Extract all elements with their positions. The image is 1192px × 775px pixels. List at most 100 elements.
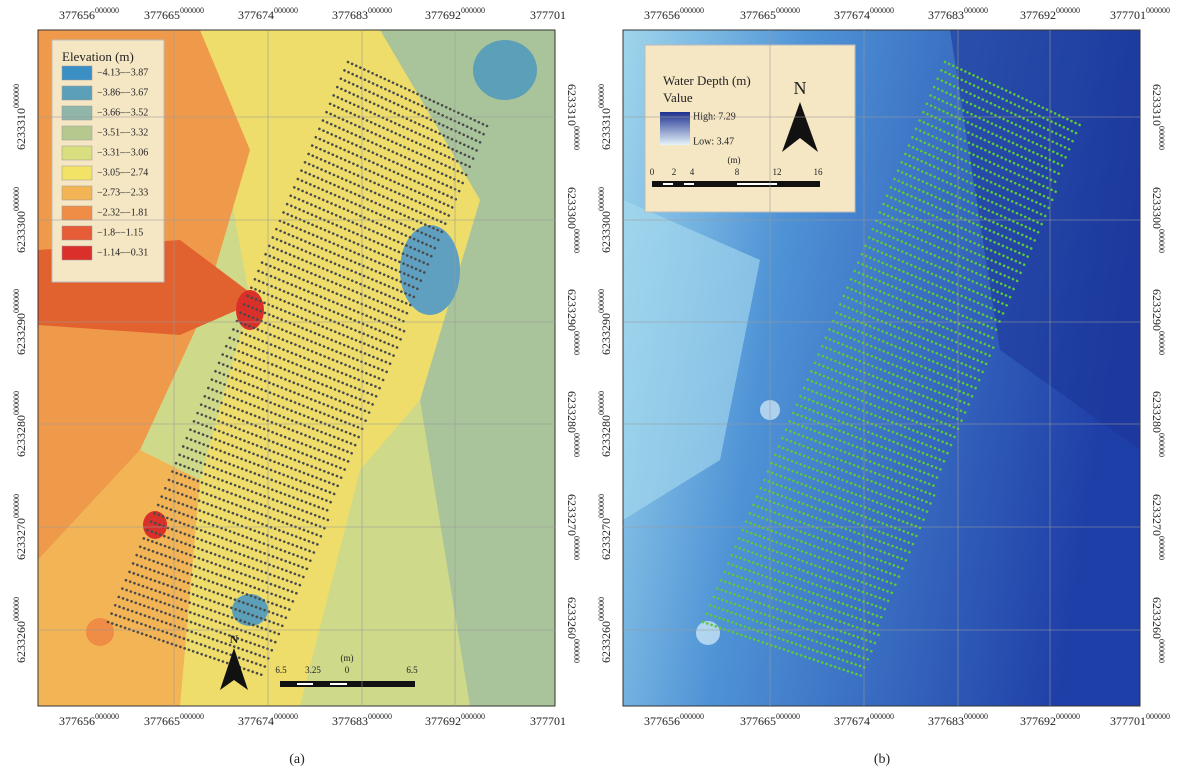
coordinate-sup: 000000 xyxy=(95,712,119,721)
coordinate-main: 6233260 xyxy=(1150,597,1164,639)
coordinate-sup: 000000 xyxy=(680,6,704,15)
coordinate-main: 6233290 xyxy=(14,313,28,355)
coordinate-label: 6233280000000 xyxy=(1150,391,1166,457)
legend-label: −1.14–−0.31 xyxy=(97,247,148,258)
coordinate-main: 377692 xyxy=(425,714,461,728)
coordinate-label: 6233290000000 xyxy=(597,289,613,355)
scale-label: 3.25 xyxy=(305,665,321,675)
coordinate-main: 377665 xyxy=(740,8,776,22)
scale-label: 8 xyxy=(735,167,740,177)
coordinate-label: 6233290000000 xyxy=(12,289,28,355)
coordinate-main: 377701 xyxy=(530,8,566,22)
coordinate-main: 6233300 xyxy=(1150,187,1164,229)
coordinate-sup: 000000 xyxy=(572,433,581,457)
coordinate-sup: 000000 xyxy=(274,712,298,721)
coordinate-main: 6233260 xyxy=(599,621,613,663)
legend-low: Low: 3.47 xyxy=(693,136,734,147)
coordinate-main: 6233270 xyxy=(565,494,579,536)
coordinate-label: 6233270000000 xyxy=(597,494,613,560)
figure: Elevation (m) −4.13–−3.87−3.86–−3.67−3.6… xyxy=(0,0,1192,775)
scale-label: 0 xyxy=(650,167,655,177)
coordinate-main: 377683 xyxy=(332,8,368,22)
coordinate-main: 6233290 xyxy=(565,289,579,331)
coordinate-sup: 000000 xyxy=(776,712,800,721)
coordinate-label: 377656000000 xyxy=(644,712,704,728)
coordinate-label: 6233300000000 xyxy=(12,187,28,253)
coordinate-label: 377692000000 xyxy=(1020,712,1080,728)
coordinate-sup: 000000 xyxy=(680,712,704,721)
legend-swatch xyxy=(62,246,92,260)
caption: (a) xyxy=(289,752,305,767)
coordinate-label: 377674000000 xyxy=(834,6,894,22)
legend-swatch xyxy=(62,126,92,140)
coordinate-main: 377692 xyxy=(1020,714,1056,728)
legend-label: −3.86–−3.67 xyxy=(97,87,148,98)
coordinate-label: 377656000000 xyxy=(59,6,119,22)
coordinate-sup: 000000 xyxy=(12,187,21,211)
coordinate-main: 6233270 xyxy=(599,518,613,560)
coordinate-sup: 000000 xyxy=(180,6,204,15)
coordinate-label: 6233300000000 xyxy=(597,187,613,253)
coordinate-main: 377674 xyxy=(834,8,870,22)
coordinate-sup: 000000 xyxy=(597,289,606,313)
coordinate-sup: 000000 xyxy=(368,6,392,15)
coordinate-sup: 000000 xyxy=(12,391,21,415)
legend-swatch xyxy=(62,66,92,80)
coordinate-label: 6233310000000 xyxy=(1150,84,1166,150)
scale-label: 2 xyxy=(672,167,677,177)
coordinate-sup: 000000 xyxy=(572,229,581,253)
coordinate-label: 377701 xyxy=(530,8,566,22)
coordinate-sup: 000000 xyxy=(461,712,485,721)
scale-label: 6.5 xyxy=(275,665,287,675)
coordinate-sup: 000000 xyxy=(597,84,606,108)
coordinate-label: 377701000000 xyxy=(1110,712,1170,728)
coordinate-sup: 000000 xyxy=(180,712,204,721)
coordinate-sup: 000000 xyxy=(597,391,606,415)
coordinate-label: 6233300000000 xyxy=(1150,187,1166,253)
coordinate-main: 377674 xyxy=(238,8,274,22)
coordinate-label: 6233270000000 xyxy=(12,494,28,560)
legend-swatch xyxy=(62,226,92,240)
coordinate-sup: 000000 xyxy=(597,597,606,621)
scale-label: 12 xyxy=(773,167,782,177)
coordinate-main: 6233260 xyxy=(565,597,579,639)
coordinate-sup: 000000 xyxy=(1157,229,1166,253)
coordinate-main: 6233310 xyxy=(599,108,613,150)
coordinate-main: 377656 xyxy=(644,714,680,728)
north-label: N xyxy=(230,632,239,646)
coordinate-sup: 000000 xyxy=(870,712,894,721)
coordinate-label: 377656000000 xyxy=(59,712,119,728)
legend-label: −3.31–−3.06 xyxy=(97,147,148,158)
coordinate-main: 377692 xyxy=(1020,8,1056,22)
coordinate-sup: 000000 xyxy=(572,536,581,560)
coordinate-label: 377674000000 xyxy=(238,6,298,22)
coordinate-label: 377683000000 xyxy=(928,712,988,728)
legend-subtitle: Value xyxy=(663,90,693,105)
coordinate-main: 6233280 xyxy=(565,391,579,433)
coordinate-label: 6233260000000 xyxy=(565,597,581,663)
coordinate-main: 6233300 xyxy=(14,211,28,253)
coordinate-sup: 000000 xyxy=(1146,6,1170,15)
coordinate-sup: 000000 xyxy=(1157,331,1166,355)
coordinate-label: 377701 xyxy=(530,714,566,728)
coordinate-sup: 000000 xyxy=(461,6,485,15)
coordinate-sup: 000000 xyxy=(95,6,119,15)
coordinate-main: 6233270 xyxy=(14,518,28,560)
legend-title: Water Depth (m) xyxy=(663,73,751,88)
coordinate-label: 377683000000 xyxy=(332,6,392,22)
coordinate-main: 377692 xyxy=(425,8,461,22)
legend-label: −4.13–−3.87 xyxy=(97,67,148,78)
coordinate-main: 6233310 xyxy=(14,108,28,150)
coordinate-sup: 000000 xyxy=(870,6,894,15)
coordinate-main: 6233280 xyxy=(1150,391,1164,433)
legend-swatch xyxy=(62,186,92,200)
coordinate-main: 377674 xyxy=(238,714,274,728)
coordinate-label: 6233290000000 xyxy=(1150,289,1166,355)
coordinate-label: 6233290000000 xyxy=(565,289,581,355)
legend-swatch xyxy=(62,106,92,120)
coordinate-label: 6233310000000 xyxy=(597,84,613,150)
coordinate-main: 377674 xyxy=(834,714,870,728)
coordinate-sup: 000000 xyxy=(1157,126,1166,150)
coordinate-main: 6233270 xyxy=(1150,494,1164,536)
coordinate-sup: 000000 xyxy=(776,6,800,15)
